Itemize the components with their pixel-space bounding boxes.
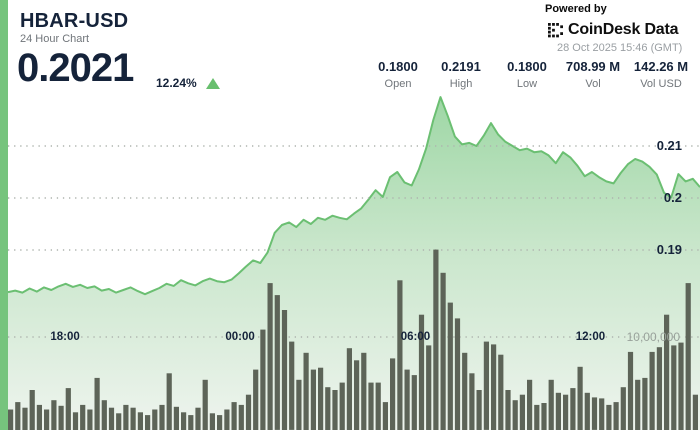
stat-open: 0.1800 Open [366,59,430,90]
stat-label: Vol [585,78,601,90]
stat-label: Low [516,78,538,90]
stat-vol: 708.99 M Vol [562,59,624,90]
price-change: 12.24% [156,76,220,90]
coindesk-logo-icon [548,22,563,37]
stat-low: 0.1800 Low [492,59,562,90]
left-accent-strip [0,0,8,430]
stat-high: 0.2191 High [430,59,492,90]
up-arrow-icon [205,77,220,89]
stat-label: Vol USD [640,78,682,90]
powered-by-label: Powered by [545,3,607,15]
coindesk-brand-link[interactable]: CoinDesk Data [548,21,679,39]
chart-subtitle: 24 Hour Chart [20,33,90,45]
stat-vol-usd: 142.26 M Vol USD [624,59,698,90]
stat-value: 0.2191 [441,59,481,74]
stat-value: 708.99 M [565,59,621,74]
stats-row: 0.1800 Open 0.2191 High 0.1800 Low 708.99 M Vol… [366,59,698,90]
change-percent: 12.24% [156,76,197,90]
brand-name: CoinDesk Data [568,21,679,38]
page-title: HBAR-USD [20,10,129,32]
stat-label: High [449,78,473,90]
current-price: 0.2021 [17,46,134,90]
stat-value: 0.1800 [507,59,547,74]
timestamp: 28 Oct 2025 15:46 (GMT) [557,42,683,54]
stat-label: Open [384,78,412,90]
stat-value: 142.26 M [633,59,689,74]
stat-value: 0.1800 [378,59,418,74]
